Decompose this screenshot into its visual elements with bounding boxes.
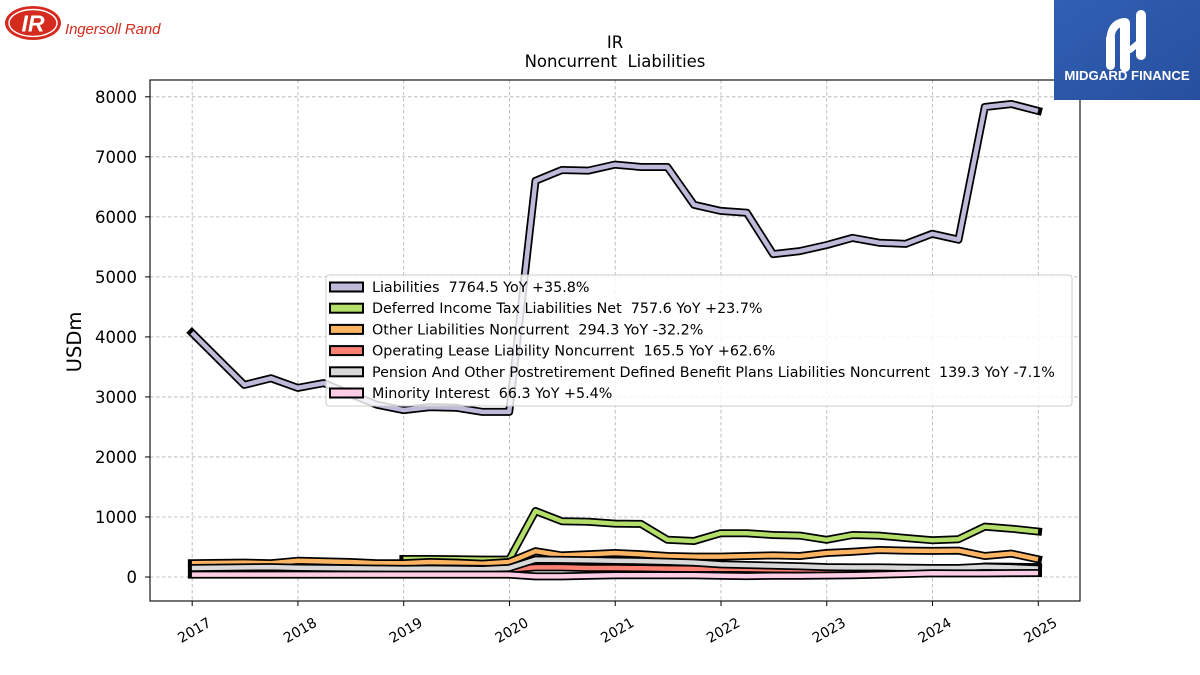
series-line-pension-and-other-postretirement-defined-benefit-plans-liabilities-noncurrent xyxy=(191,557,1039,572)
x-tick-label: 2021 xyxy=(598,615,637,647)
x-tick-label: 2019 xyxy=(387,615,426,647)
legend-series-stats: 139.3 YoY -7.1% xyxy=(930,365,1055,381)
series-other-liabilities-noncurrent xyxy=(187,546,1043,568)
legend-series-name: Deferred Income Tax Liabilities Net xyxy=(372,301,622,317)
midgard-logo-name: MIDGARD FINANCE xyxy=(1064,68,1190,83)
y-tick-label: 3000 xyxy=(95,388,137,407)
series-pension-and-other-postretirement-defined-benefit-plans-liabilities-noncurrent xyxy=(187,555,1043,574)
legend-entry-liabilities: Liabilities 7764.5 YoY +35.8% xyxy=(329,280,589,296)
x-tick-label: 2024 xyxy=(916,615,955,647)
legend-entry-other-liabilities-noncurrent: Other Liabilities Noncurrent 294.3 YoY -… xyxy=(329,322,703,338)
y-tick-label: 5000 xyxy=(95,268,137,287)
y-tick-label: 7000 xyxy=(95,148,137,167)
series-line-other-liabilities-noncurrent xyxy=(191,547,1039,567)
y-axis-label: USDm xyxy=(63,312,86,373)
ir-logo-name: Ingersoll Rand xyxy=(65,21,161,38)
legend-label: Deferred Income Tax Liabilities Net 757.… xyxy=(372,301,763,317)
y-tick-label: 2000 xyxy=(95,448,137,467)
x-axis: 2017 2018 2019 2020 2021 2022 2023 2024 2025 xyxy=(175,601,1060,647)
x-tick-label: 2020 xyxy=(493,615,532,647)
legend: Liabilities 7764.5 YoY +35.8% Deferred In… xyxy=(325,274,1073,407)
chart-subtitle: Noncurrent Liabilities xyxy=(525,52,706,71)
x-tick-label: 2017 xyxy=(175,615,214,647)
x-tick-label: 2022 xyxy=(704,615,743,647)
legend-entry-deferred-income-tax-liabilities-net: Deferred Income Tax Liabilities Net 757.… xyxy=(329,301,763,317)
y-tick-label: 4000 xyxy=(95,328,137,347)
legend-series-name: Other Liabilities Noncurrent xyxy=(372,322,570,338)
legend-entry-pension-and-other-postretirement-defined-benefit-plans-liabilities-noncurrent: Pension And Other Postretirement Defined… xyxy=(329,365,1055,381)
legend-label: Pension And Other Postretirement Defined… xyxy=(372,365,1055,381)
legend-label: Operating Lease Liability Noncurrent 165… xyxy=(372,344,775,360)
y-tick-label: 1000 xyxy=(95,508,137,527)
ir-logo-mark: IR xyxy=(22,11,45,37)
legend-series-stats: 294.3 YoY -32.2% xyxy=(569,322,703,338)
series-minority-interest xyxy=(187,568,1043,581)
legend-label: Liabilities 7764.5 YoY +35.8% xyxy=(372,280,589,296)
y-tick-label: 0 xyxy=(127,568,138,587)
legend-swatch xyxy=(329,281,364,293)
legend-swatch xyxy=(329,345,364,357)
series-line-minority-interest xyxy=(191,570,1039,579)
x-tick-label: 2018 xyxy=(281,615,320,647)
legend-swatch xyxy=(329,387,364,399)
legend-series-name: Operating Lease Liability Noncurrent xyxy=(372,344,635,360)
legend-series-name: Liabilities xyxy=(372,280,440,296)
legend-entry-operating-lease-liability-noncurrent: Operating Lease Liability Noncurrent 165… xyxy=(329,344,775,360)
y-axis: 0 1000 2000 3000 4000 5000 6000 7000 8000 xyxy=(95,88,150,587)
ingersoll-rand-logo: IR Ingersoll Rand xyxy=(4,4,184,44)
legend-label: Minority Interest 66.3 YoY +5.4% xyxy=(372,386,612,402)
legend-swatch xyxy=(329,302,364,314)
legend-series-stats: 757.6 YoY +23.7% xyxy=(622,301,763,317)
legend-series-stats: 66.3 YoY +5.4% xyxy=(490,386,613,402)
legend-swatch xyxy=(329,366,364,378)
y-tick-label: 6000 xyxy=(95,208,137,227)
legend-series-name: Minority Interest xyxy=(372,386,490,402)
legend-frame xyxy=(325,274,1073,407)
legend-series-name: Pension And Other Postretirement Defined… xyxy=(372,365,930,381)
midgard-emblem-icon xyxy=(1054,0,1200,100)
chart-title: IR xyxy=(607,33,623,52)
legend-swatch xyxy=(329,323,364,335)
y-tick-label: 8000 xyxy=(95,88,137,107)
x-tick-label: 2025 xyxy=(1021,615,1060,647)
legend-series-stats: 7764.5 YoY +35.8% xyxy=(440,280,590,296)
legend-label: Other Liabilities Noncurrent 294.3 YoY -… xyxy=(372,322,703,338)
midgard-finance-logo: MIDGARD FINANCE xyxy=(1054,0,1200,100)
legend-series-stats: 165.5 YoY +62.6% xyxy=(634,344,775,360)
x-tick-label: 2023 xyxy=(810,615,849,647)
legend-entry-minority-interest: Minority Interest 66.3 YoY +5.4% xyxy=(329,386,612,402)
ir-oval-logo-icon: IR xyxy=(5,6,61,40)
